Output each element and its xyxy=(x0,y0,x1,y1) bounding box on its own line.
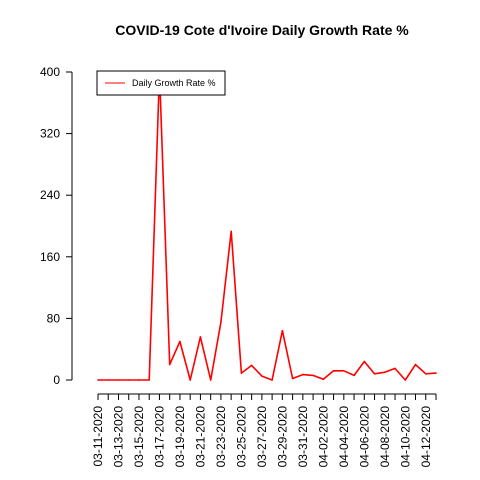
data-point xyxy=(363,360,366,363)
data-point xyxy=(168,363,171,366)
y-tick-label: 0 xyxy=(53,373,60,387)
data-point xyxy=(189,379,191,381)
data-point xyxy=(127,379,130,381)
x-tick-label: 03-31-2020 xyxy=(296,406,310,468)
data-point xyxy=(302,373,304,376)
data-point xyxy=(250,364,253,367)
data-point xyxy=(148,379,151,381)
data-point xyxy=(261,375,263,377)
legend-box xyxy=(96,70,226,96)
x-tick-label: 03-11-2020 xyxy=(91,406,105,467)
chart-title: COVID-19 Cote d'Ivoire Daily Growth Rate… xyxy=(115,22,409,38)
data-point xyxy=(404,379,407,381)
data-point xyxy=(291,377,294,380)
y-axis: 0 80 160 240 320 400 xyxy=(40,65,73,387)
data-point xyxy=(281,329,284,332)
data-point xyxy=(373,373,376,375)
data-point xyxy=(343,369,345,372)
data-point xyxy=(424,373,427,375)
x-tick-label: 03-13-2020 xyxy=(111,406,125,468)
x-tick-label: 03-15-2020 xyxy=(132,406,146,468)
data-point xyxy=(199,336,202,338)
x-tick-label: 04-02-2020 xyxy=(316,406,330,468)
data-point xyxy=(271,379,273,381)
data-point xyxy=(179,340,181,343)
data-point xyxy=(322,378,325,381)
series-line xyxy=(98,71,437,381)
data-point xyxy=(209,379,212,381)
y-tick-label: 320 xyxy=(40,127,60,141)
y-tick-label: 80 xyxy=(47,311,61,325)
x-tick-label: 03-29-2020 xyxy=(275,406,289,468)
series-layer xyxy=(97,71,437,381)
data-point xyxy=(97,379,99,381)
x-axis: 03-11-2020 03-13-2020 03-15-2020 03-17-2020… xyxy=(91,393,437,468)
x-tick-label: 04-08-2020 xyxy=(378,406,392,468)
data-point xyxy=(435,372,437,374)
data-point xyxy=(220,321,222,324)
data-point xyxy=(230,230,232,233)
x-tick-label: 03-27-2020 xyxy=(255,406,269,468)
data-point xyxy=(312,374,314,377)
x-tick-label: 03-21-2020 xyxy=(193,406,207,468)
data-point xyxy=(383,371,386,374)
x-tick-label: 03-23-2020 xyxy=(214,406,228,468)
x-tick-label: 04-12-2020 xyxy=(419,406,433,468)
data-point xyxy=(332,369,335,372)
data-point xyxy=(394,367,396,370)
y-tick-label: 160 xyxy=(40,250,60,264)
y-tick-label: 400 xyxy=(40,65,60,79)
data-point xyxy=(107,379,110,381)
data-point xyxy=(414,363,417,366)
data-point xyxy=(138,379,140,381)
data-point xyxy=(240,372,243,374)
legend: Daily Growth Rate % xyxy=(96,70,226,96)
x-tick-label: 04-06-2020 xyxy=(357,406,371,468)
legend-label: Daily Growth Rate % xyxy=(132,78,216,88)
data-point xyxy=(117,379,120,381)
x-tick-label: 03-19-2020 xyxy=(173,406,187,468)
x-tick-label: 03-17-2020 xyxy=(152,406,166,468)
x-tick-label: 04-10-2020 xyxy=(398,406,412,468)
data-point xyxy=(353,374,355,377)
x-tick-label: 03-25-2020 xyxy=(234,406,248,468)
x-tick-label: 04-04-2020 xyxy=(337,406,351,468)
y-tick-label: 240 xyxy=(40,188,60,202)
